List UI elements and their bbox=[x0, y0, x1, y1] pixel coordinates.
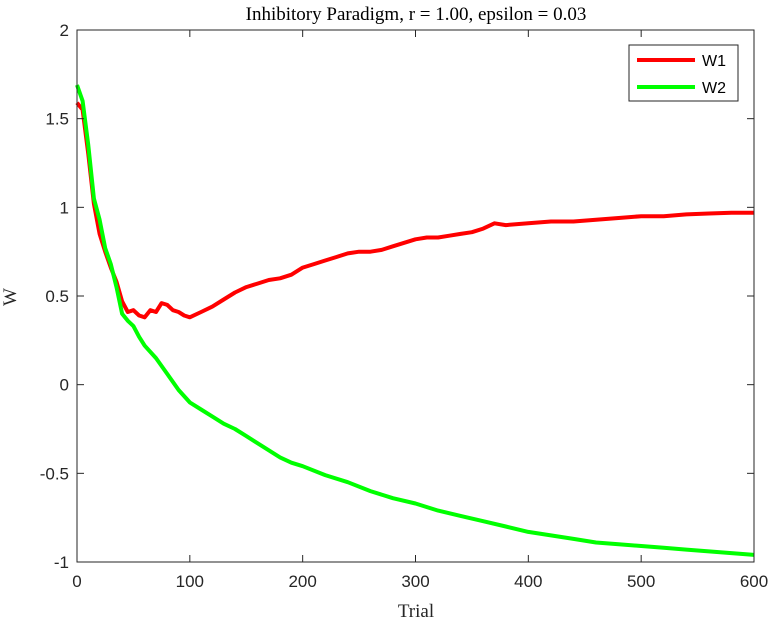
series-line-w2 bbox=[75, 84, 755, 557]
series-line-w1 bbox=[75, 101, 754, 320]
y-tick-label: 1.5 bbox=[45, 110, 69, 129]
x-tick-label: 400 bbox=[514, 572, 542, 591]
y-tick-label: 2 bbox=[60, 21, 69, 40]
y-tick-label: 0.5 bbox=[45, 287, 69, 306]
y-tick-label: -0.5 bbox=[40, 464, 69, 483]
legend-label-0: W1 bbox=[702, 53, 726, 70]
y-tick-label: -1 bbox=[54, 553, 69, 572]
plot-area: 0 100 200 300 400 500 600 -1 -0.5 0 0.5 1 1.5 2 bbox=[40, 21, 768, 591]
legend-label-1: W2 bbox=[702, 80, 726, 97]
x-tick-label: 300 bbox=[401, 572, 429, 591]
x-tick-label: 100 bbox=[176, 572, 204, 591]
x-tick-label: 0 bbox=[72, 572, 81, 591]
axes-box bbox=[76, 29, 755, 563]
x-tick-label: 200 bbox=[288, 572, 316, 591]
x-tick-label: 500 bbox=[627, 572, 655, 591]
x-tick-label: 600 bbox=[740, 572, 768, 591]
y-tick-label: 1 bbox=[60, 198, 69, 217]
y-axis-title: W bbox=[0, 288, 21, 306]
legend-box bbox=[628, 44, 739, 102]
x-axis-title: Trial bbox=[398, 601, 434, 622]
y-tick-label: 0 bbox=[60, 376, 69, 395]
legend: W1 W2 bbox=[628, 44, 739, 102]
chart-title: Inhibitory Paradigm, r = 1.00, epsilon =… bbox=[246, 4, 587, 25]
